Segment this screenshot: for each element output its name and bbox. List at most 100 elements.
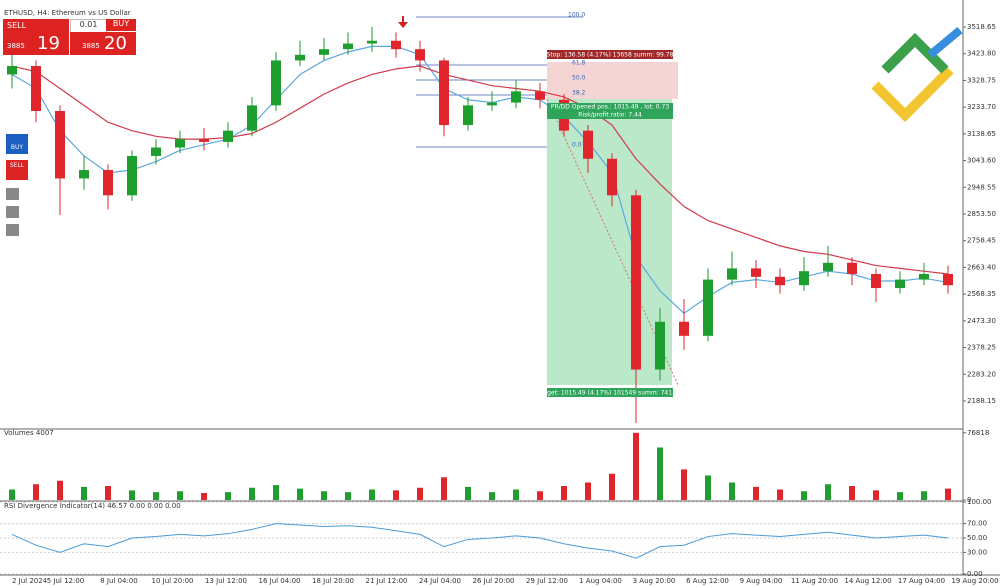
candle-body — [463, 105, 473, 126]
candle-body — [799, 271, 809, 286]
volume-bar — [657, 447, 663, 500]
ask-big: 20 — [104, 33, 127, 54]
candle-body — [583, 130, 593, 159]
tool-btn[interactable] — [6, 206, 19, 218]
y-tick-label: 30.00 — [967, 548, 987, 556]
volume-bar — [801, 491, 807, 500]
y-tick-label: 50.00 — [967, 534, 987, 542]
ask-prefix: 3885 — [82, 42, 100, 50]
stop-box — [547, 50, 673, 59]
volume-bar — [681, 469, 687, 500]
candle-body — [751, 268, 761, 277]
y-tick-label: 2948.55 — [967, 183, 996, 191]
candle-body — [775, 276, 785, 286]
side-buy[interactable]: BUY — [6, 134, 28, 154]
volume-bar — [561, 486, 567, 500]
candle-body — [343, 43, 353, 50]
x-tick-label: 5 Jul 12:00 — [47, 577, 85, 585]
volume-bar — [369, 489, 375, 500]
candle-body — [655, 321, 665, 370]
x-tick-label: 6 Aug 12:00 — [686, 577, 729, 585]
volume-bar — [825, 484, 831, 500]
volume-bar — [153, 492, 159, 500]
volume-bar — [297, 488, 303, 500]
candle-body — [679, 321, 689, 336]
x-tick-label: 3 Aug 20:00 — [633, 577, 676, 585]
volume-bar — [81, 486, 87, 500]
plot: 3518.65 3423.80 3328.75 3233.70 3138.65 3043.… — [0, 23, 999, 585]
trade-line — [546, 98, 679, 386]
candle-body — [391, 40, 401, 50]
ribbon — [11, 45, 949, 315]
candle-body — [199, 139, 209, 142]
y-tick-label: 3233.70 — [967, 103, 996, 111]
ratio-label: Risk/profit ratio: 7.44 — [578, 112, 642, 119]
ask-panel: 3885 20 — [70, 32, 136, 55]
volume-bar — [777, 489, 783, 500]
target-label: Target: 1015.49 (4.17%) 101549 summ: 741… — [537, 390, 681, 397]
volume-bar — [921, 491, 927, 500]
y-tick-label: 2188.15 — [967, 397, 996, 405]
y-tick-label: 3043.60 — [967, 157, 996, 165]
x-tick-label: 24 Jul 04:00 — [419, 577, 461, 585]
tool-btn[interactable] — [6, 224, 19, 236]
y-tick-label: 3138.65 — [967, 130, 996, 138]
lot-input[interactable]: 0.01 — [70, 19, 107, 33]
y-tick-label: 2473.30 — [967, 317, 996, 325]
candle-body — [271, 60, 281, 106]
candle-body — [127, 155, 137, 196]
volume-bar — [609, 473, 615, 500]
candle-body — [103, 170, 113, 196]
volume-bar — [249, 487, 255, 500]
candle-body — [919, 273, 929, 280]
y-tick-label: 3518.65 — [967, 23, 996, 31]
sell-panel[interactable]: SELL 3885 19 — [3, 19, 69, 55]
logo — [871, 26, 963, 123]
bid-big: 19 — [37, 33, 60, 54]
x-tick-label: 8 Jul 04:00 — [100, 577, 138, 585]
y-tick-label: 2283.20 — [967, 370, 996, 378]
volume-bar — [129, 490, 135, 500]
candle-body — [847, 262, 857, 274]
y-tick-label: 2663.40 — [967, 263, 996, 271]
x-tick-label: 18 Jul 20:00 — [312, 577, 354, 585]
x-tick-label: 29 Jul 12:00 — [526, 577, 568, 585]
y-tick-label: 2568.35 — [967, 290, 996, 298]
candle-body — [55, 111, 65, 179]
buy-btn[interactable]: BUY — [106, 19, 136, 31]
fib-label: 61.8 — [572, 60, 586, 67]
x-tick-label: 17 Aug 04:00 — [898, 577, 945, 585]
fib-group: 100.0 61.8 50.0 38.2 0.0 — [416, 12, 586, 149]
tool-btn[interactable] — [6, 188, 19, 200]
candle-body — [295, 54, 305, 61]
volume-bar — [897, 492, 903, 500]
candle-body — [367, 40, 377, 44]
candle-body — [535, 91, 545, 100]
volume-bar — [585, 482, 591, 500]
x-tick-label: 21 Jul 12:00 — [366, 577, 408, 585]
candle-body — [175, 139, 185, 148]
arrow-icon — [398, 16, 408, 28]
volume-bar — [945, 488, 951, 500]
volume-bar — [417, 487, 423, 500]
candle-body — [151, 147, 161, 156]
volume-bar — [537, 491, 543, 500]
x-tick-label: 13 Jul 12:00 — [205, 577, 247, 585]
x-tick-label: 14 Aug 12:00 — [844, 577, 891, 585]
bid-prefix: 3885 — [7, 42, 25, 50]
volume-bar — [225, 492, 231, 500]
opened-box — [547, 103, 673, 119]
candle-body — [607, 158, 617, 196]
x-tick-label: 19 Aug 20:00 — [951, 577, 998, 585]
candle-body — [703, 279, 713, 336]
x-tick-label: 2 Jul 2024 — [12, 577, 48, 585]
y-tick-label: 0 — [967, 496, 971, 504]
sell-btn[interactable]: SELL — [7, 21, 27, 30]
y-tick-label: 76818 — [967, 429, 989, 437]
x-tick-label: 10 Jul 20:00 — [152, 577, 194, 585]
candle-body — [871, 273, 881, 289]
x-tick-label: 16 Jul 04:00 — [259, 577, 301, 585]
side-sell[interactable]: SELL — [6, 160, 28, 180]
